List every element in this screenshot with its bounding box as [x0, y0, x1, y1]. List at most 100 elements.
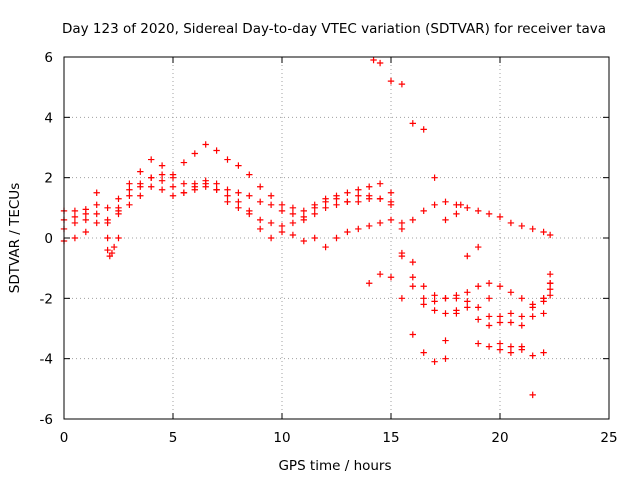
data-point: [148, 156, 155, 163]
data-point: [409, 331, 416, 338]
data-point: [387, 216, 395, 224]
data-point: [398, 295, 406, 302]
data-point: [442, 295, 449, 302]
data-point: [148, 183, 155, 190]
data-point: [169, 192, 177, 199]
data-point: [246, 192, 253, 199]
data-point: [148, 174, 155, 181]
data-point: [366, 195, 373, 202]
data-point: [453, 292, 460, 299]
data-point: [507, 289, 515, 296]
data-point: [507, 319, 515, 326]
data-point: [420, 349, 427, 356]
data-point: [235, 204, 242, 212]
data-point: [507, 219, 515, 227]
data-point: [267, 219, 275, 227]
data-point: [366, 280, 373, 287]
data-point: [300, 207, 307, 215]
data-point: [409, 216, 416, 224]
series-6: [366, 271, 449, 365]
data-point: [93, 189, 100, 196]
data-point: [529, 225, 536, 233]
data-point: [518, 346, 525, 353]
data-point: [376, 271, 384, 278]
data-point: [496, 346, 504, 353]
data-point: [311, 201, 318, 209]
y-axis-label: SDTVAR / TECUs: [7, 183, 23, 293]
data-point: [420, 207, 427, 215]
data-point: [464, 298, 471, 305]
data-point: [420, 126, 427, 133]
data-point: [257, 183, 264, 190]
data-point: [442, 310, 449, 317]
data-point: [126, 192, 133, 199]
data-point: [126, 201, 133, 209]
data-point: [311, 210, 318, 218]
data-point: [387, 77, 395, 85]
data-point: [485, 343, 493, 350]
data-point: [158, 177, 166, 184]
data-point: [246, 210, 253, 218]
data-point: [71, 234, 79, 242]
data-point: [540, 310, 547, 317]
x-tick-label: 5: [169, 430, 178, 446]
data-point: [387, 198, 395, 205]
y-tick-label: -2: [40, 291, 53, 307]
data-point: [158, 171, 166, 178]
data-point: [289, 210, 297, 218]
series-8: [442, 243, 554, 399]
data-point: [453, 210, 460, 218]
data-point: [518, 295, 525, 302]
y-tick-label: -4: [40, 352, 53, 368]
data-point: [213, 180, 220, 187]
data-point: [115, 210, 122, 218]
data-point: [344, 228, 351, 236]
data-point: [158, 186, 166, 193]
data-point: [180, 180, 188, 187]
data-point: [431, 292, 438, 299]
data-point: [409, 258, 416, 266]
data-point: [507, 349, 515, 356]
data-point: [485, 322, 493, 329]
data-point: [93, 219, 100, 227]
data-point: [224, 186, 231, 193]
data-point: [115, 195, 122, 202]
data-point: [267, 192, 275, 199]
series-3: [60, 177, 554, 251]
data-point: [235, 189, 242, 196]
data-point: [278, 228, 286, 236]
data-point: [529, 352, 536, 359]
data-point: [333, 192, 340, 199]
data-point: [137, 168, 144, 175]
data-point: [267, 234, 275, 242]
data-point: [191, 186, 198, 193]
data-point: [322, 204, 329, 212]
data-point: [289, 231, 297, 239]
data-point: [104, 219, 111, 227]
data-point: [540, 228, 547, 236]
data-point: [224, 156, 231, 163]
data-point: [376, 180, 384, 187]
data-point: [442, 198, 449, 205]
data-point: [224, 192, 231, 199]
data-point: [546, 231, 554, 239]
data-point: [387, 274, 395, 281]
data-point: [398, 225, 406, 233]
data-point: [104, 204, 111, 212]
data-point: [376, 195, 384, 202]
x-tick-label: 0: [60, 430, 69, 446]
data-point: [235, 162, 242, 169]
data-point: [191, 180, 198, 187]
data-point: [267, 201, 275, 209]
data-point: [82, 228, 89, 236]
data-point: [475, 207, 482, 215]
data-point: [420, 283, 427, 290]
data-point: [376, 59, 384, 67]
data-point: [496, 340, 504, 347]
data-point: [398, 80, 406, 88]
data-point: [431, 298, 438, 305]
data-point: [507, 343, 515, 350]
data-point: [398, 252, 406, 260]
data-point: [496, 313, 504, 320]
data-point: [475, 243, 482, 251]
